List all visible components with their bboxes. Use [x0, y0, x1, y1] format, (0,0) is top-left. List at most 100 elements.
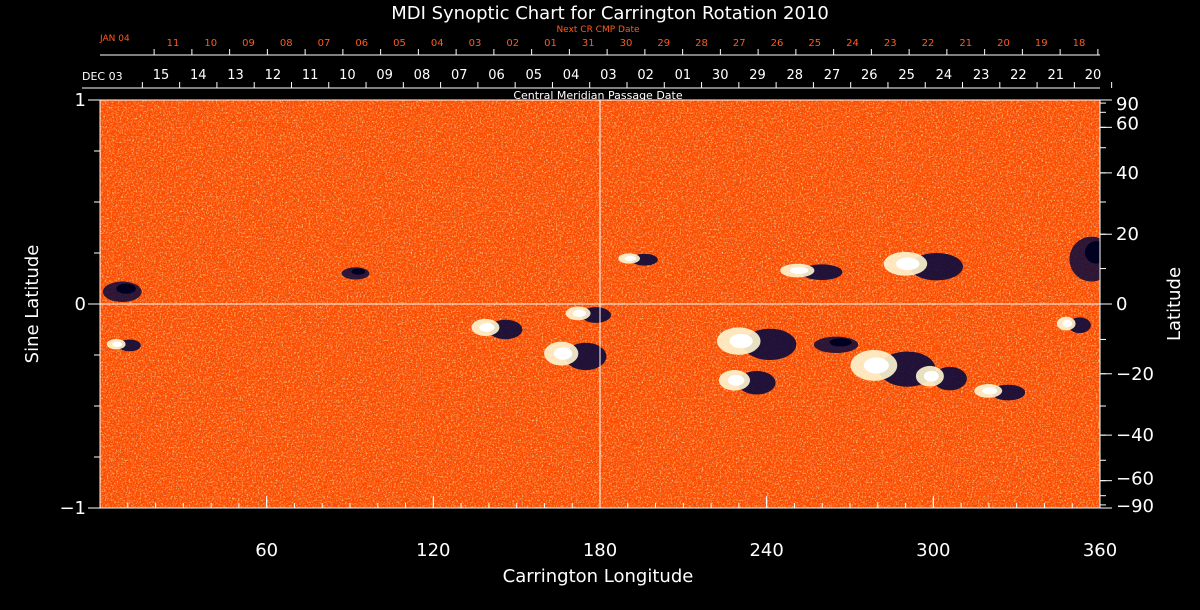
positive-polarity-core: [982, 387, 998, 395]
next-axis-date: 01: [544, 38, 557, 49]
positive-polarity-core: [572, 309, 587, 317]
x-tick-label: 120: [416, 540, 450, 561]
next-axis-date: 29: [657, 38, 670, 49]
next-axis-label: Next CR CMP Date: [556, 25, 640, 35]
top-axis-date: 08: [414, 68, 431, 83]
y-axis-label-left: Sine Latitude: [22, 245, 43, 364]
y-right-tick-label: 90: [1116, 94, 1139, 115]
top-axis-date: 09: [376, 68, 393, 83]
top-axis-date: 03: [600, 68, 617, 83]
next-axis-date: 19: [1035, 38, 1048, 49]
top-axis-date: 05: [526, 68, 543, 83]
next-axis-date: 21: [959, 38, 972, 49]
top-axis-ticks: 15 14 13 12 11 10 09 08 07 06 05 04 03 02 01 30 29 28 27 26…: [82, 68, 1113, 89]
top-axis-date: 30: [712, 68, 729, 83]
top-axis-date: 28: [786, 68, 803, 83]
top-axis-date: 13: [227, 68, 244, 83]
top-axis-date: 22: [1010, 68, 1027, 83]
top-axis-date: 15: [153, 68, 170, 83]
positive-polarity-core: [896, 257, 920, 271]
next-axis-date: 23: [884, 38, 897, 49]
top-axis-date: 07: [451, 68, 468, 83]
y-right-tick-label: 60: [1116, 113, 1139, 134]
top-axis-date: 04: [563, 68, 580, 83]
top-axis-date: 29: [749, 68, 766, 83]
y-right-tick-label: −40: [1116, 425, 1154, 446]
positive-polarity-core: [729, 333, 753, 349]
positive-polarity-core: [727, 374, 745, 386]
positive-polarity-core: [863, 357, 889, 374]
top-axis-date: 20: [1085, 68, 1102, 83]
top-axis-date: 12: [265, 68, 282, 83]
y-right-tick-label: 0: [1116, 294, 1127, 315]
active-regions: [102, 236, 1100, 401]
y-left-tick-label: 1: [75, 90, 86, 111]
top-axis-label: Central Meridian Passage Date: [513, 89, 682, 102]
next-axis-date: 25: [808, 38, 821, 49]
next-axis-ticks: 11 10 09 08 07 06 05 04 03 02 01 31 30 29 28 27 26 25 24 23…: [100, 38, 1100, 56]
next-axis-date: 09: [242, 38, 255, 49]
next-axis-date: 04: [431, 38, 444, 49]
next-axis-date: 24: [846, 38, 859, 49]
x-tick-label: 180: [583, 540, 617, 561]
next-axis-date: 03: [469, 38, 482, 49]
top-axis-date: 24: [936, 68, 953, 83]
top-axis-date: 01: [675, 68, 692, 83]
next-axis-date: 02: [506, 38, 519, 49]
y-left-tick-label: 0: [75, 294, 86, 315]
next-axis-date: 28: [695, 38, 708, 49]
y-right-tick-label: −60: [1116, 469, 1154, 490]
next-axis-date: 20: [997, 38, 1010, 49]
top-axis-date: 26: [861, 68, 878, 83]
next-axis-date: 31: [582, 38, 595, 49]
positive-polarity-core: [790, 266, 809, 275]
negative-polarity-core: [351, 268, 366, 275]
x-axis-label: Carrington Longitude: [503, 566, 694, 587]
top-axis-date: 21: [1047, 68, 1064, 83]
next-axis-start-label: JAN 04: [99, 34, 130, 44]
y-right-tick-label: 40: [1116, 163, 1139, 184]
y-right-tick-label: −90: [1116, 496, 1154, 517]
top-axis-date: 27: [824, 68, 841, 83]
top-axis-date: 14: [190, 68, 207, 83]
negative-polarity-core: [116, 283, 136, 294]
top-axis-date: 23: [973, 68, 990, 83]
next-axis-date: 10: [204, 38, 217, 49]
top-axis-date: 02: [637, 68, 654, 83]
x-tick-label: 240: [749, 540, 783, 561]
next-axis-date: 22: [922, 38, 935, 49]
y-right-tick-label: −20: [1116, 364, 1154, 385]
next-axis-date: 30: [620, 38, 633, 49]
y-left-tick-label: −1: [59, 498, 86, 519]
next-axis-date: 07: [318, 38, 331, 49]
positive-polarity-core: [923, 370, 939, 382]
negative-polarity-core: [1085, 241, 1100, 264]
positive-polarity-core: [553, 347, 573, 360]
next-axis-date: 08: [280, 38, 293, 49]
positive-polarity-core: [1062, 319, 1073, 328]
top-axis-date: 10: [339, 68, 356, 83]
axes: 60 120 180 240 300 36010−1906040200−20−40−60−…: [59, 90, 1154, 561]
next-axis-date: 18: [1073, 38, 1086, 49]
negative-polarity-core: [829, 338, 852, 347]
next-axis-date: 05: [393, 38, 406, 49]
next-axis-date: 11: [167, 38, 180, 49]
next-axis-date: 06: [355, 38, 368, 49]
gridlines: [100, 100, 1100, 508]
positive-polarity-core: [624, 255, 637, 262]
top-axis-date: 11: [302, 68, 319, 83]
chart-title: MDI Synoptic Chart for Carrington Rotati…: [391, 3, 829, 24]
top-axis-start-label: DEC 03: [82, 70, 123, 83]
next-axis-date: 26: [771, 38, 784, 49]
positive-polarity-core: [479, 322, 495, 332]
x-tick-label: 300: [916, 540, 950, 561]
x-tick-label: 360: [1083, 540, 1117, 561]
y-right-tick-label: 20: [1116, 224, 1139, 245]
x-tick-label: 60: [255, 540, 278, 561]
next-axis-date: 27: [733, 38, 746, 49]
positive-polarity-core: [112, 341, 123, 347]
top-axis-date: 06: [488, 68, 505, 83]
y-axis-label-right: Latitude: [1164, 267, 1185, 341]
top-axis-date: 25: [898, 68, 915, 83]
